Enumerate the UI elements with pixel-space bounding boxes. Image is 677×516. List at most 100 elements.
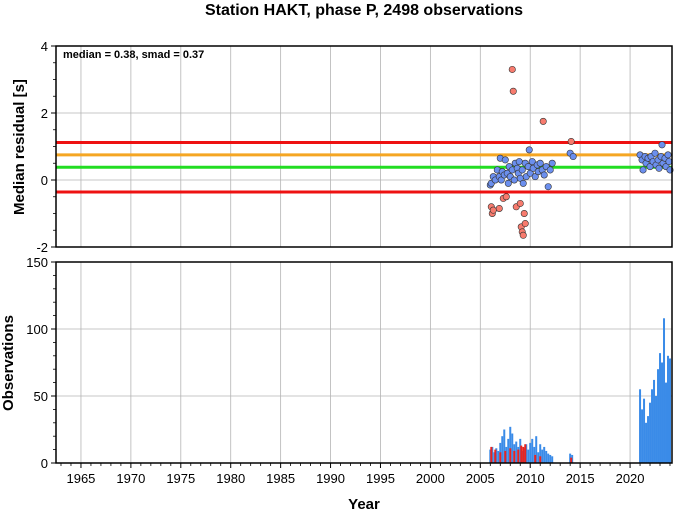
residual-point [502,193,510,201]
residual-point [544,183,552,191]
observation-bar [651,389,654,463]
observation-bar [639,389,642,463]
observation-bar [511,433,514,463]
x-tick-label: 2010 [516,471,545,486]
observation-bar [503,429,506,463]
residual-point [639,166,647,174]
x-tick-label: 1975 [166,471,195,486]
observation-bar [499,452,502,463]
observation-bar [551,456,554,463]
residual-panel-grid [56,45,672,248]
y-tick-label: 0 [41,456,48,471]
x-tick-label: 1980 [216,471,245,486]
residual-point [510,176,518,184]
observation-bar [490,446,493,463]
observation-bar [535,436,538,463]
observations-panel-grid [56,261,672,464]
residual-point [526,169,534,177]
residual-point [501,156,509,164]
observation-bar [647,416,650,463]
observations-y-axis-label: Observations [0,315,17,411]
residual-points [486,65,674,239]
y-tick-label: 50 [34,389,48,404]
residual-point [515,158,523,166]
x-tick-label: 2000 [416,471,445,486]
y-tick-label: 150 [26,255,48,270]
observation-bar [529,442,532,463]
residual-point [658,141,666,149]
residual-y-axis-label: Median residual [s] [11,79,28,215]
observation-bar [524,444,527,463]
observation-bar [494,449,497,463]
x-tick-label: 1965 [66,471,95,486]
x-tick-label: 2020 [616,471,645,486]
observation-bar [659,353,662,463]
observation-bar [661,362,664,463]
residual-point [519,231,527,239]
residual-point [569,153,577,161]
observation-bar [663,318,666,463]
year-x-ticks: 1965 1970 1975 1980 1985 1990 1995 2000 2005 2010… [60,463,671,486]
x-tick-label: 1995 [366,471,395,486]
observation-bar [643,398,646,463]
observation-bar [522,446,525,463]
y-tick-label: -2 [36,240,48,255]
x-tick-label: 2005 [466,471,495,486]
residual-point [531,173,539,181]
residual-point [525,146,533,154]
observation-bar [545,450,548,463]
reference-lines [56,140,672,194]
residual-point [521,220,529,228]
observation-bar [501,436,504,463]
observation-bar [641,409,644,463]
x-axis-label: Year [348,496,380,511]
observation-bar [547,453,550,463]
observation-bar [649,402,652,463]
residual-point [516,199,524,207]
x-tick-label: 1970 [116,471,145,486]
observation-bar [513,450,516,463]
residual-point [519,179,527,187]
observation-bar [549,454,552,463]
observation-bar [504,450,507,463]
residual-point [518,166,526,174]
residual-point [664,151,672,159]
observation-bar [645,422,648,463]
observation-bar [534,454,537,463]
residual-point [489,206,497,214]
residual-y-ticks: -2 0 2 4 [36,39,56,255]
observation-bar [537,452,540,463]
y-tick-label: 2 [41,106,48,121]
residual-point [539,117,547,125]
y-tick-label: 100 [26,322,48,337]
observation-bar [570,457,573,463]
observations-y-ticks: 0 50 100 150 [26,255,56,471]
residual-point [665,158,673,166]
residual-point [497,176,505,184]
observation-bar [509,426,512,463]
observation-bar [657,369,660,463]
y-tick-label: 0 [41,173,48,188]
residual-point [508,65,516,73]
observation-bar [665,382,668,463]
observation-bar [517,449,520,463]
residual-point [509,87,517,95]
residual-point [651,149,659,157]
residual-panel-frame [55,45,673,248]
observation-bar [539,456,542,463]
residual-point [548,159,556,167]
residual-point [546,166,554,174]
observation-bar [539,444,542,463]
observation-bar [653,379,656,463]
observation-bar [543,446,546,463]
observation-bar [541,449,544,463]
y-tick-label: 4 [41,39,48,54]
observation-bar [509,448,512,463]
observation-bar [497,450,500,463]
residual-point [520,210,528,218]
chart-title: Station HAKT, phase P, 2498 observations [205,2,523,19]
residual-point [567,137,575,145]
observation-bar [527,449,530,463]
residual-point [504,179,512,187]
